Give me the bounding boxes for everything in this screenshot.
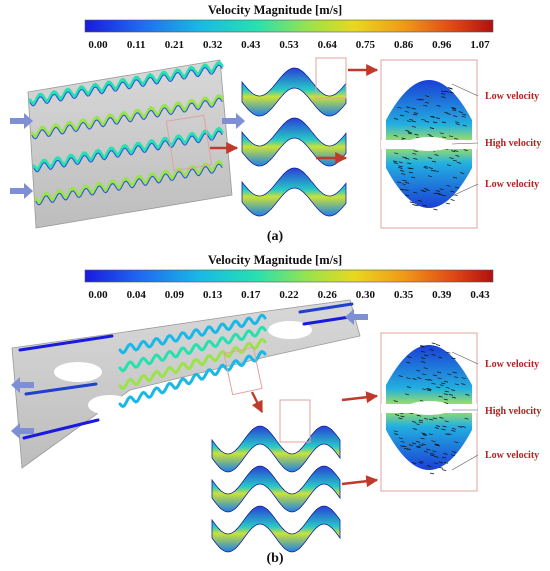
velocity-vector xyxy=(433,209,437,210)
colorbar-tick-label: 0.86 xyxy=(394,39,414,51)
colorbar-tick-label: 0.43 xyxy=(241,39,261,51)
velocity-vector xyxy=(442,470,446,471)
colorbar-a-title: Velocity Magnitude [m/s] xyxy=(208,3,342,17)
annotation-low-velocity-bottom-b: Low velocity xyxy=(485,450,539,461)
velocity-vector xyxy=(446,203,450,204)
colorbar-tick-label: 0.04 xyxy=(127,289,147,301)
colorbar-a: Velocity Magnitude [m/s] 0.00 0.11 0.21 0.3… xyxy=(85,3,493,51)
panel-b-label: (b) xyxy=(266,551,283,566)
wavy-section-band xyxy=(212,426,340,472)
colorbar-b-ticks: 0.00 0.04 0.09 0.13 0.17 0.22 0.26 0.30 0.35 0.39… xyxy=(88,289,490,301)
velocity-vector xyxy=(439,467,443,468)
zoom-arrow-icon xyxy=(252,392,262,412)
colorbar-tick-label: 1.07 xyxy=(470,39,490,51)
colorbar-tick-label: 0.11 xyxy=(127,39,146,51)
annotation-low-velocity-bottom-a: Low velocity xyxy=(485,179,539,190)
colorbar-tick-label: 0.13 xyxy=(203,289,223,301)
colorbar-tick-label: 0.53 xyxy=(279,39,299,51)
velocity-vector xyxy=(432,343,436,344)
colorbar-a-bar xyxy=(85,20,493,32)
colorbar-tick-label: 0.09 xyxy=(165,289,185,301)
wavy-sections-b xyxy=(212,426,340,552)
colorbar-tick-label: 0.00 xyxy=(88,39,108,51)
colorbar-b: Velocity Magnitude [m/s] 0.00 0.04 0.09 0.1… xyxy=(85,253,493,301)
leader-line xyxy=(452,84,478,96)
annotation-high-velocity-a: High velocity xyxy=(485,138,541,149)
velocity-vector xyxy=(430,473,434,474)
colorbar-tick-label: 0.21 xyxy=(165,39,184,51)
detail-cell-a xyxy=(381,60,477,228)
wavy-section-band xyxy=(242,68,346,116)
colorbar-tick-label: 0.39 xyxy=(432,289,452,301)
colorbar-tick-label: 0.75 xyxy=(356,39,376,51)
wavy-sections-a xyxy=(242,68,346,216)
colorbar-b-title: Velocity Magnitude [m/s] xyxy=(208,253,342,267)
annotation-low-velocity-top-a: Low velocity xyxy=(485,91,539,102)
colorbar-tick-label: 0.43 xyxy=(470,289,490,301)
zoom-arrow-icon xyxy=(342,396,377,400)
colorbar-tick-label: 0.96 xyxy=(432,39,452,51)
colorbar-tick-label: 0.26 xyxy=(318,289,338,301)
colorbar-tick-label: 0.30 xyxy=(356,289,376,301)
velocity-vector xyxy=(451,200,455,201)
velocity-vector xyxy=(436,345,440,346)
wavy-section-band xyxy=(212,506,340,552)
colorbar-tick-label: 0.35 xyxy=(394,289,414,301)
colorbar-b-bar xyxy=(85,270,493,282)
colorbar-tick-label: 0.64 xyxy=(318,39,338,51)
colorbar-a-ticks: 0.00 0.11 0.21 0.32 0.43 0.53 0.64 0.75 0.86 0.96… xyxy=(88,39,490,51)
colorbar-tick-label: 0.22 xyxy=(279,289,299,301)
colorbar-tick-label: 0.17 xyxy=(241,289,261,301)
panel-a-label: (a) xyxy=(267,229,284,244)
annotation-high-velocity-b: High velocity xyxy=(485,406,541,417)
channel-plate-a xyxy=(28,60,232,228)
leader-line xyxy=(452,455,478,470)
wavy-section-band xyxy=(242,168,346,216)
wavy-section-band xyxy=(212,466,340,512)
annotation-low-velocity-top-b: Low velocity xyxy=(485,359,539,370)
colorbar-tick-label: 0.32 xyxy=(203,39,223,51)
zoom-box-b2 xyxy=(280,400,310,442)
zoom-arrow-icon xyxy=(342,480,377,484)
colorbar-tick-label: 0.00 xyxy=(88,289,108,301)
inlet-arrow-icon xyxy=(10,183,33,199)
